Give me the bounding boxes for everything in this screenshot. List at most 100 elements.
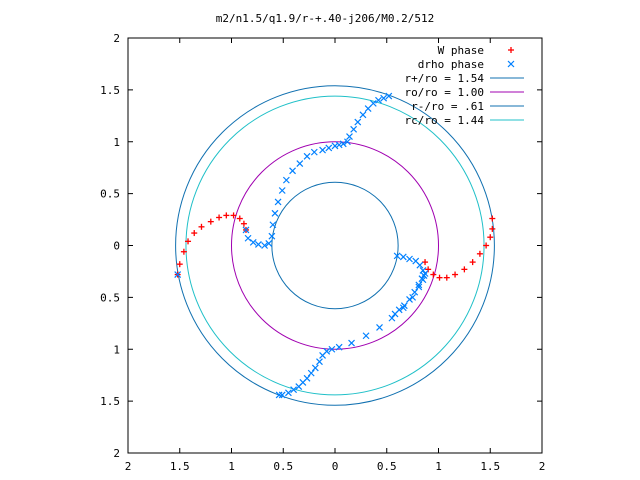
y-tick-label: 1 [113, 136, 120, 149]
drho-phase-point [275, 391, 283, 399]
w-phase-point [185, 238, 192, 245]
marker-stroke [412, 257, 420, 265]
drho-phase-point [416, 261, 424, 269]
drho-phase-point [375, 96, 382, 104]
drho-phase-point [359, 111, 367, 119]
marker-stroke [354, 118, 362, 126]
drho-phase-point [411, 288, 419, 296]
drho-phase-point [364, 105, 372, 112]
legend-label: W phase [438, 44, 484, 57]
y-tick-label: 0.5 [100, 291, 120, 304]
drho-phase-point [265, 240, 273, 247]
axis-ticks: 2 1.5 1 0.5 0 0.5 1 1.5 221.510.500.511.52 [100, 32, 545, 473]
drho-phase-point [290, 386, 298, 394]
w-phase-point [216, 214, 223, 221]
legend-marker [507, 60, 515, 68]
drho-phase-point [335, 141, 343, 149]
drho-phase-point [343, 138, 351, 146]
marker-stroke [420, 272, 428, 280]
marker-stroke [271, 209, 279, 217]
marker-stroke [406, 296, 413, 303]
drho-phase-point [369, 99, 377, 107]
marker-stroke [335, 141, 343, 149]
marker-stroke [369, 99, 377, 107]
marker-stroke [316, 358, 323, 366]
marker-stroke [415, 281, 423, 289]
w-phase-point [230, 212, 237, 219]
drho-phase-point [254, 241, 262, 248]
marker-stroke [385, 92, 393, 100]
w-phase-point [422, 259, 429, 266]
drho-phase-point [319, 352, 327, 359]
marker-stroke [174, 271, 182, 278]
drho-phase-point [278, 187, 286, 194]
y-tick-label: 0 [113, 240, 120, 253]
x-tick-label: 1.5 [170, 460, 190, 473]
marker-stroke [242, 226, 250, 234]
marker-stroke [395, 306, 403, 314]
drho-phase-point [393, 252, 401, 260]
drho-phase-point [395, 306, 403, 314]
drho-phase-point [419, 266, 427, 274]
drho-phase-point [400, 302, 408, 310]
w-phase-point [425, 266, 432, 273]
marker-stroke [319, 146, 327, 154]
drho-phase-point [415, 283, 423, 291]
w-phase-point [476, 250, 483, 257]
marker-stroke [278, 187, 286, 194]
drho-phase-point [310, 148, 318, 156]
marker-stroke [296, 160, 304, 167]
reference-circle [231, 141, 439, 350]
marker-stroke [348, 339, 355, 347]
drho-phase-point [331, 142, 339, 150]
w-phase-point [436, 274, 443, 281]
marker-stroke [285, 389, 292, 397]
marker-stroke [269, 221, 277, 229]
phase-points [174, 92, 496, 399]
legend-label: ro/ro = 1.00 [405, 86, 484, 99]
marker-stroke [346, 133, 353, 140]
marker-stroke [275, 391, 283, 399]
x-tick-label: 2 [125, 460, 132, 473]
drho-phase-point [380, 94, 388, 102]
legend-label: r-/ro = .61 [411, 100, 484, 113]
drho-phase-point [271, 209, 279, 217]
drho-phase-point [348, 339, 355, 347]
y-tick-label: 1.5 [100, 84, 120, 97]
y-tick-label: 2 [113, 447, 120, 460]
marker-stroke [399, 253, 407, 261]
drho-phase-point [249, 238, 257, 246]
drho-phase-point [269, 221, 277, 229]
x-tick-label: 0 [332, 460, 339, 473]
reference-circle [185, 95, 485, 396]
marker-stroke [261, 242, 269, 249]
x-tick-label: 0.5 [377, 460, 397, 473]
drho-phase-point [307, 369, 315, 377]
w-phase-point [430, 271, 437, 278]
marker-stroke [364, 105, 372, 112]
w-phase-point [489, 215, 496, 222]
drho-phase-point [274, 198, 282, 206]
drho-phase-point [346, 133, 353, 140]
drho-phase-point [285, 389, 292, 397]
marker-stroke [307, 369, 315, 377]
drho-phase-point [303, 152, 311, 160]
marker-stroke [393, 252, 401, 260]
legend-label: r+/ro = 1.54 [405, 72, 485, 85]
w-phase-point [236, 215, 243, 222]
marker-stroke [359, 111, 367, 119]
drho-phase-point [421, 270, 429, 277]
x-tick-label: 1.5 [480, 460, 500, 473]
marker-stroke [331, 142, 339, 150]
legend-label: rc/ro = 1.44 [405, 114, 485, 127]
y-tick-label: 0.5 [100, 188, 120, 201]
w-phase-point [223, 212, 230, 219]
chart-title: m2/n1.5/q1.9/r-+.40-j206/M0.2/512 [216, 12, 435, 25]
w-phase-point [469, 259, 476, 266]
drho-phase-point [282, 176, 290, 184]
marker-stroke [406, 255, 413, 263]
drho-phase-point [174, 271, 182, 278]
marker-stroke [278, 391, 286, 399]
drho-phase-point [350, 125, 358, 133]
drho-phase-point [316, 358, 323, 366]
